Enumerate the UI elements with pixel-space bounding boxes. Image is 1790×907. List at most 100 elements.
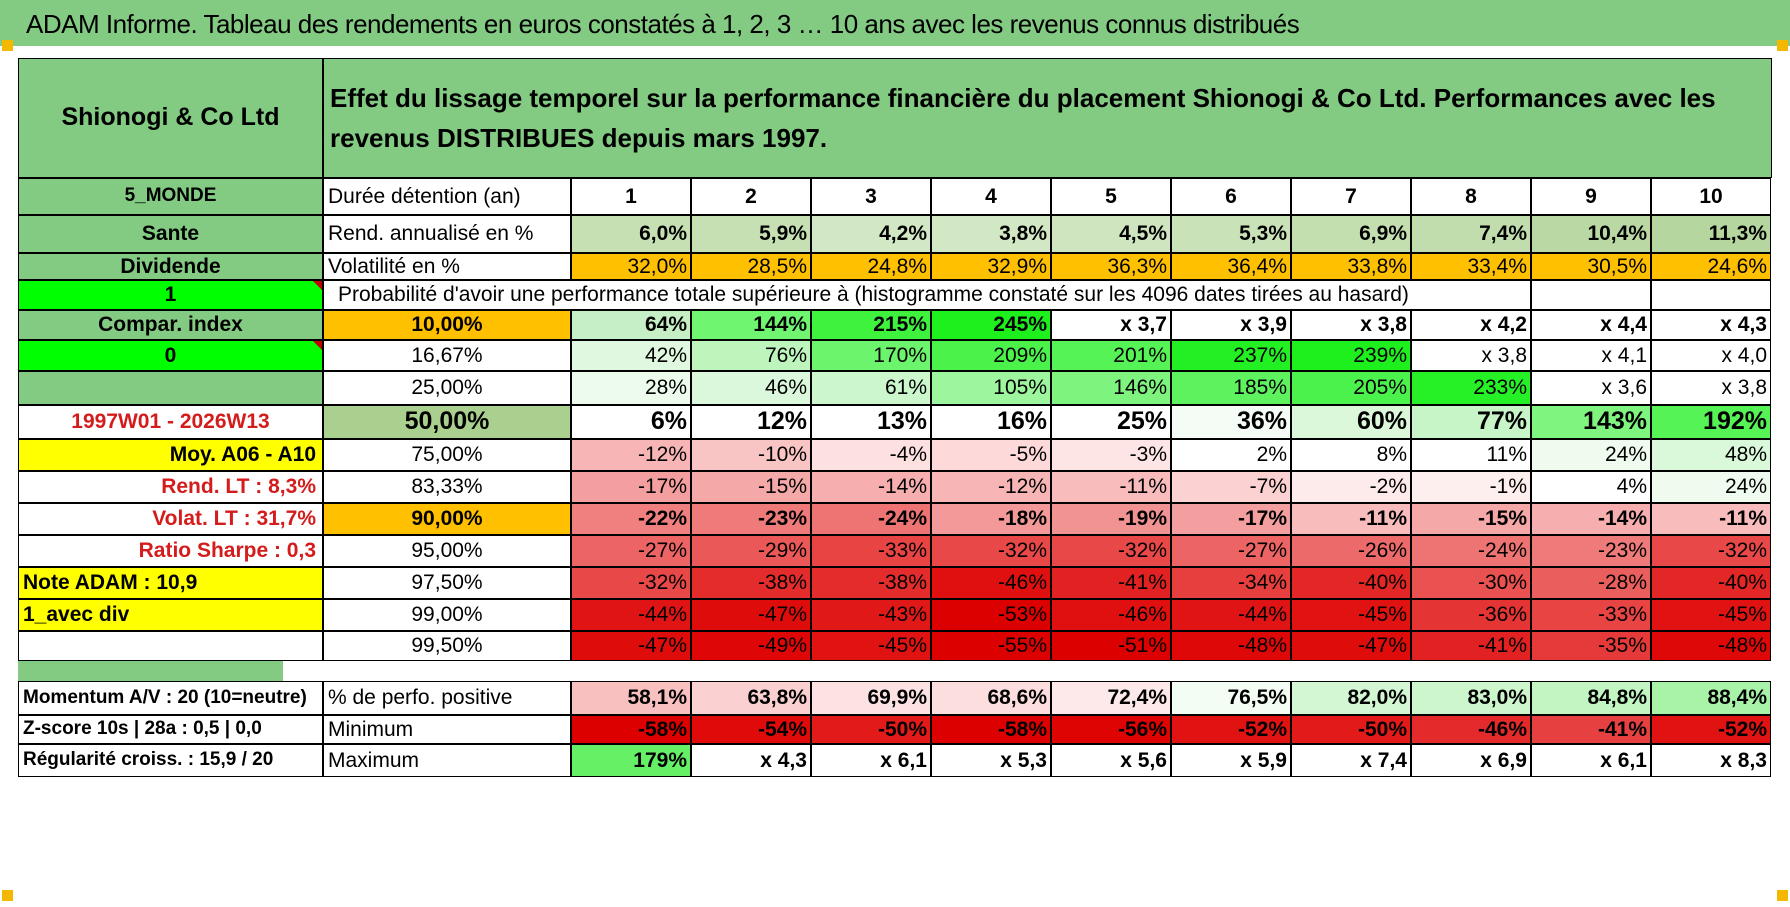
probability-cell: 4% [1531, 471, 1651, 503]
title-bar: ADAM Informe. Tableau des rendements en … [0, 0, 1790, 46]
sidebar-cell [18, 631, 323, 661]
page-title: ADAM Informe. Tableau des rendements en … [26, 9, 1300, 39]
row-label: Durée détention (an) [323, 178, 571, 215]
footer-cell: 69,9% [811, 681, 931, 715]
volatility-cell: 32,0% [571, 253, 691, 280]
probability-cell: -29% [691, 535, 811, 567]
quantile-label: 16,67% [323, 340, 571, 371]
footer-cell: 58,1% [571, 681, 691, 715]
sidebar-cell: 1997W01 - 2026W13 [18, 405, 323, 439]
sidebar-cell: 1_avec div [18, 599, 323, 631]
footer-cell: -52% [1651, 715, 1771, 744]
corner-marker [1777, 890, 1788, 901]
probability-cell: x 3,9 [1171, 310, 1291, 340]
sidebar-cell: Sante [18, 215, 323, 253]
probability-cell: -5% [931, 439, 1051, 471]
probability-cell: -23% [691, 503, 811, 535]
probability-cell: -51% [1051, 631, 1171, 661]
footer-metric: Régularité croiss. : 15,9 / 20 [18, 744, 323, 777]
probability-cell: -24% [1411, 535, 1531, 567]
quantile-label: 83,33% [323, 471, 571, 503]
corner-marker [2, 40, 13, 51]
probability-cell: 201% [1051, 340, 1171, 371]
footer-cell: 63,8% [691, 681, 811, 715]
spacer-bar [18, 661, 283, 681]
probability-cell: -46% [931, 567, 1051, 599]
sidebar-cell: Ratio Sharpe : 0,3 [18, 535, 323, 567]
footer-cell: -50% [1291, 715, 1411, 744]
probability-cell: -12% [931, 471, 1051, 503]
footer-cell: 82,0% [1291, 681, 1411, 715]
probability-cell: 144% [691, 310, 811, 340]
volatility-cell: 36,3% [1051, 253, 1171, 280]
sidebar-cell: 1 [18, 280, 323, 310]
performance-table: Shionogi & Co Ltd Effet du lissage tempor… [18, 58, 1772, 887]
probability-cell: x 4,2 [1411, 310, 1531, 340]
probability-cell: -33% [811, 535, 931, 567]
probability-cell: -41% [1051, 567, 1171, 599]
probability-cell: 77% [1411, 405, 1531, 439]
footer-cell: 83,0% [1411, 681, 1531, 715]
footer-cell: x 6,1 [1531, 744, 1651, 777]
volatility-cell: 24,8% [811, 253, 931, 280]
probability-cell: -45% [811, 631, 931, 661]
probability-cell: -18% [931, 503, 1051, 535]
probability-cell: -32% [571, 567, 691, 599]
probability-cell: -27% [1171, 535, 1291, 567]
footer-cell: -56% [1051, 715, 1171, 744]
probability-cell: -46% [1051, 599, 1171, 631]
probability-cell: 24% [1531, 439, 1651, 471]
table-description: Effet du lissage temporel sur la perform… [323, 58, 1772, 178]
footer-cell: 179% [571, 744, 691, 777]
probability-cell: -24% [811, 503, 931, 535]
probability-cell: -2% [1291, 471, 1411, 503]
probability-cell: 209% [931, 340, 1051, 371]
volatility-cell: 30,5% [1531, 253, 1651, 280]
probability-cell: -30% [1411, 567, 1531, 599]
year-header: 9 [1531, 178, 1651, 215]
probability-cell: 146% [1051, 371, 1171, 405]
corner-marker [1777, 40, 1788, 51]
footer-cell: x 6,9 [1411, 744, 1531, 777]
footer-cell: 68,6% [931, 681, 1051, 715]
probability-cell: 11% [1411, 439, 1531, 471]
return-cell: 5,3% [1171, 215, 1291, 253]
probability-cell: x 3,8 [1651, 371, 1771, 405]
probability-cell: -14% [811, 471, 931, 503]
probability-cell: -44% [571, 599, 691, 631]
quantile-label: 99,00% [323, 599, 571, 631]
return-cell: 11,3% [1651, 215, 1771, 253]
sidebar-cell: Compar. index [18, 310, 323, 340]
probability-cell: -23% [1531, 535, 1651, 567]
probability-cell: -32% [1051, 535, 1171, 567]
corner-marker [2, 890, 13, 901]
probability-cell: 245% [931, 310, 1051, 340]
probability-cell: -47% [1291, 631, 1411, 661]
probability-cell: -27% [571, 535, 691, 567]
probability-cell: -10% [691, 439, 811, 471]
probability-cell: 36% [1171, 405, 1291, 439]
probability-cell: 8% [1291, 439, 1411, 471]
blank-cell [1651, 280, 1771, 310]
return-cell: 4,2% [811, 215, 931, 253]
year-header: 7 [1291, 178, 1411, 215]
footer-cell: 72,4% [1051, 681, 1171, 715]
footer-label: Minimum [323, 715, 571, 744]
footer-cell: -58% [571, 715, 691, 744]
sidebar-cell: Volat. LT : 31,7% [18, 503, 323, 535]
sidebar-cell: 5_MONDE [18, 178, 323, 215]
probability-cell: -26% [1291, 535, 1411, 567]
probability-cell: -38% [811, 567, 931, 599]
probability-cell: -47% [571, 631, 691, 661]
probability-cell: -40% [1291, 567, 1411, 599]
probability-cell: -55% [931, 631, 1051, 661]
probability-cell: -15% [691, 471, 811, 503]
probability-cell: 24% [1651, 471, 1771, 503]
footer-cell: x 5,3 [931, 744, 1051, 777]
probability-cell: -1% [1411, 471, 1531, 503]
probability-cell: 64% [571, 310, 691, 340]
probability-cell: 28% [571, 371, 691, 405]
footer-metric: Momentum A/V : 20 (10=neutre) [18, 681, 323, 715]
probability-cell: -33% [1531, 599, 1651, 631]
quantile-label: 75,00% [323, 439, 571, 471]
